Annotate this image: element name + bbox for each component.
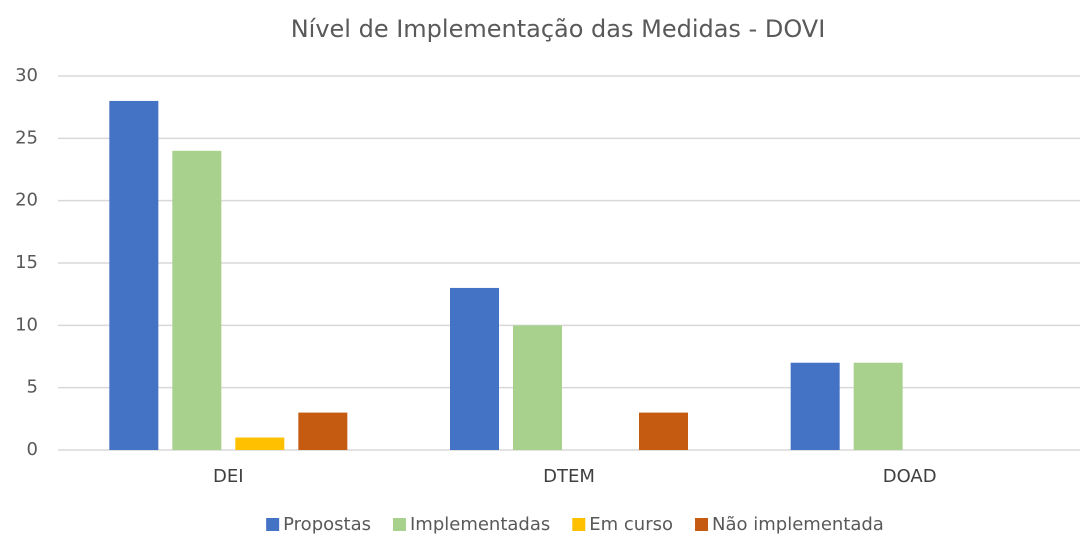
bar <box>298 412 348 450</box>
y-tick-label: 20 <box>15 190 38 211</box>
bar <box>790 362 840 450</box>
legend-swatch <box>392 518 406 531</box>
legend-label: Implementadas <box>410 514 550 535</box>
legend-label: Em curso <box>589 514 673 535</box>
bar <box>639 412 688 450</box>
bar <box>513 325 562 450</box>
y-tick-label: 25 <box>15 127 38 148</box>
x-tick-label: DEI <box>213 466 244 487</box>
bar <box>109 100 159 450</box>
bar <box>853 362 903 450</box>
bar <box>235 437 285 450</box>
chart-title: Nível de Implementação das Medidas - DOV… <box>291 15 826 43</box>
y-tick-label: 5 <box>27 377 38 398</box>
bar <box>172 150 222 451</box>
y-tick-label: 15 <box>15 252 38 273</box>
x-tick-label: DOAD <box>883 466 937 487</box>
y-tick-label: 0 <box>27 439 38 460</box>
legend-swatch <box>695 518 709 531</box>
y-tick-label: 30 <box>15 65 38 86</box>
legend-swatch <box>572 518 586 531</box>
legend-label: Não implementada <box>712 514 884 535</box>
legend-label: Propostas <box>283 514 371 535</box>
y-tick-label: 10 <box>15 314 38 335</box>
legend-swatch <box>266 518 280 531</box>
x-tick-label: DTEM <box>543 466 595 487</box>
bar <box>450 287 499 450</box>
